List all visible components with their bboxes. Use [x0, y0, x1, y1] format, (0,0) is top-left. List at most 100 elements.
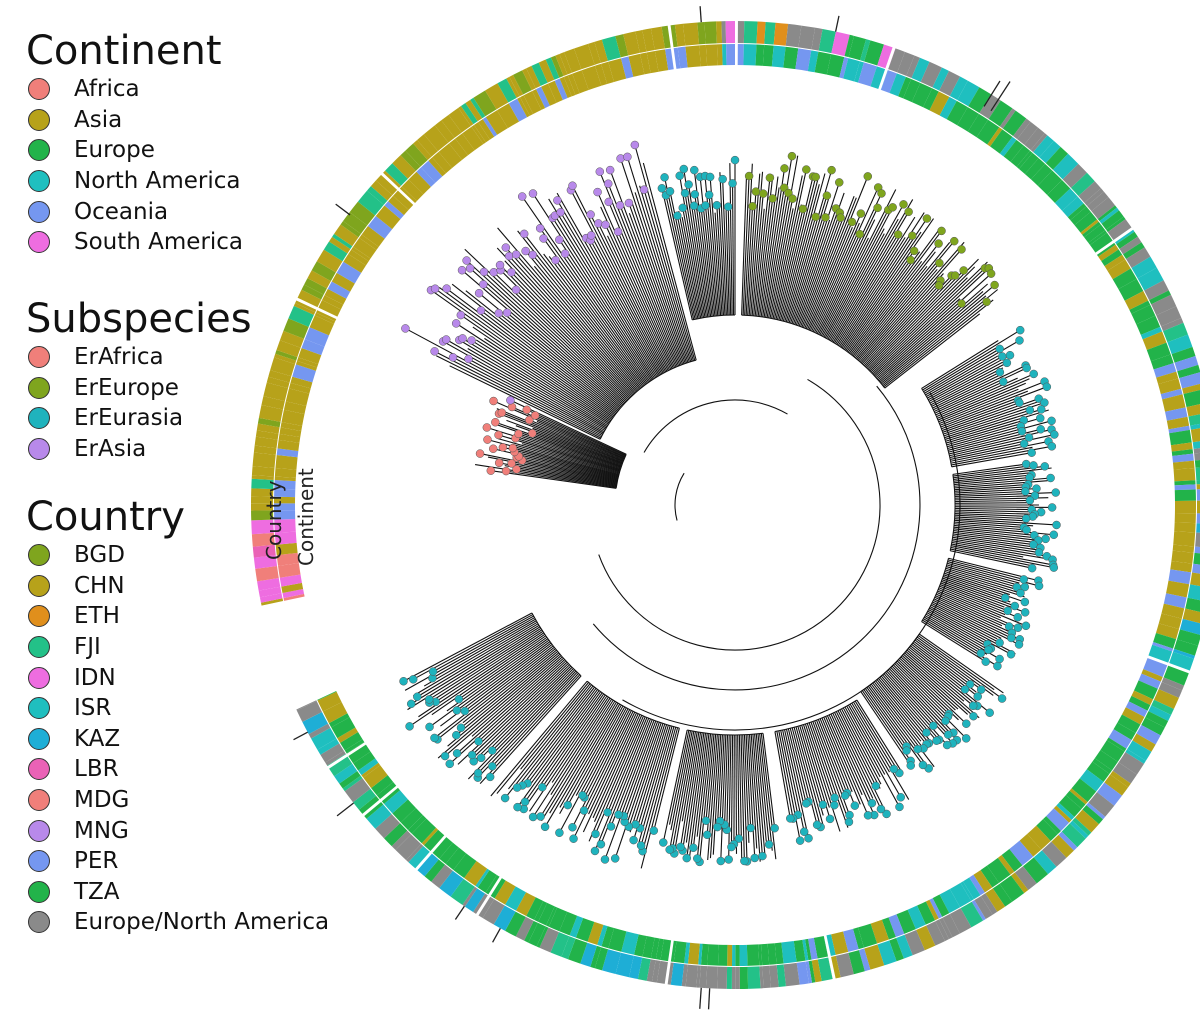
- country-ring-segment: [999, 108, 1016, 129]
- tree-branch: [861, 690, 912, 762]
- tree-branch: [699, 176, 716, 317]
- continent-ring-segment: [1165, 407, 1188, 421]
- tip-point: [723, 202, 733, 212]
- country-ring-segment: [735, 966, 740, 989]
- tree-branch: [480, 310, 617, 415]
- tree-branch: [541, 694, 606, 788]
- tip-point: [871, 781, 881, 791]
- tree-branch: [653, 728, 680, 831]
- tree-branch: [798, 212, 841, 327]
- country-ring-segment: [506, 76, 520, 98]
- continent-ring-segment: [1128, 695, 1151, 711]
- tree-branch: [405, 327, 604, 435]
- tip-point: [502, 308, 512, 317]
- country-ring-segment: [400, 150, 421, 172]
- tree-branch: [925, 613, 989, 651]
- tree-branch: [540, 699, 614, 817]
- tip-point: [1014, 640, 1024, 649]
- continent-ring-segment: [279, 574, 302, 587]
- continent-ring-segment: [400, 808, 423, 830]
- tree-branch: [901, 655, 969, 715]
- country-ring-segment: [302, 711, 329, 735]
- tree-branch: [404, 617, 535, 691]
- tree-branch: [516, 686, 595, 788]
- tree-branch: [588, 712, 638, 815]
- outer-tick: [492, 928, 501, 943]
- continent-legend-item: Europe: [26, 135, 243, 166]
- outer-tick: [335, 203, 351, 216]
- tree-branch: [801, 220, 843, 328]
- tip-point: [981, 657, 990, 666]
- clade-arc: [774, 699, 858, 732]
- country-ring-segment: [304, 278, 327, 295]
- tip-point: [802, 165, 811, 174]
- continent-ring-segment: [471, 125, 486, 145]
- continent-ring-segment: [705, 44, 718, 66]
- tree-branch: [669, 191, 698, 320]
- tip-point: [676, 842, 685, 852]
- country-legend-label: MDG: [74, 787, 130, 814]
- tree-branch: [521, 436, 621, 469]
- tip-point: [712, 200, 722, 210]
- country-ring-segment: [1190, 423, 1200, 430]
- country-legend-item: TZA: [26, 877, 329, 908]
- country-ring-segment: [555, 53, 568, 77]
- tree-branch: [784, 729, 810, 839]
- tree-branch: [772, 175, 803, 319]
- country-ring-segment: [524, 920, 538, 943]
- tree-branch: [910, 645, 966, 690]
- tree-branch: [815, 193, 882, 334]
- circular-phylogenetic-tree: [403, 144, 1057, 869]
- country-ring-segment: [1196, 513, 1200, 524]
- continent-ring-segment: [1143, 657, 1168, 677]
- country-legend-item: PER: [26, 846, 329, 877]
- country-ring-segment: [1151, 294, 1177, 316]
- tree-branch: [532, 254, 642, 389]
- tip-point: [727, 842, 736, 852]
- country-ring-segment: [268, 370, 292, 383]
- tree-branch: [752, 734, 763, 857]
- continent-ring-segment: [1152, 642, 1174, 652]
- tree-branch: [521, 443, 620, 473]
- tree-branch: [940, 386, 1048, 428]
- clade-arc: [615, 454, 627, 489]
- tree-branch: [670, 730, 692, 831]
- country-ring-segment: [1088, 792, 1115, 817]
- tree-branch: [797, 726, 824, 816]
- tip-point: [867, 798, 877, 808]
- tip-point: [922, 728, 931, 737]
- tip-point: [929, 721, 938, 731]
- continent-ring-segment: [746, 944, 760, 966]
- tree-branch: [765, 156, 793, 318]
- tree-branch: [954, 499, 1030, 503]
- outer-ticks: [293, 6, 1011, 1010]
- tree-branch: [679, 175, 705, 318]
- tip-point: [1003, 606, 1012, 616]
- tip-point: [1040, 462, 1050, 471]
- tree-branch: [779, 176, 817, 321]
- continent-ring-segment: [1173, 467, 1196, 482]
- tree-branch: [669, 730, 693, 850]
- tip-point: [603, 179, 613, 188]
- tree-branch: [853, 701, 895, 770]
- tree-branch: [869, 684, 919, 750]
- country-ring-segment: [370, 180, 393, 201]
- continent-ring-segment: [932, 894, 950, 917]
- tip-point: [906, 761, 915, 770]
- tip-point: [424, 695, 434, 704]
- tip-point: [1006, 650, 1016, 659]
- tip-point: [702, 830, 712, 840]
- tip-point: [1046, 473, 1055, 483]
- tip-point: [904, 207, 913, 217]
- subspecies-legend: Subspecies ErAfrica ErEurope ErEurasia ErAs…: [26, 296, 252, 464]
- tree-branch: [954, 519, 1034, 527]
- tree-branch: [744, 163, 753, 316]
- continent-ring-segment: [439, 842, 459, 864]
- country-ring-segment: [462, 886, 478, 907]
- country-ring-segment: [384, 823, 408, 847]
- country-ring-segment: [580, 942, 597, 967]
- country-ring-segment: [574, 43, 595, 70]
- continent-legend-item: Oceania: [26, 196, 243, 227]
- country-ring-segment: [311, 261, 336, 282]
- country-ring-segment: [251, 478, 274, 490]
